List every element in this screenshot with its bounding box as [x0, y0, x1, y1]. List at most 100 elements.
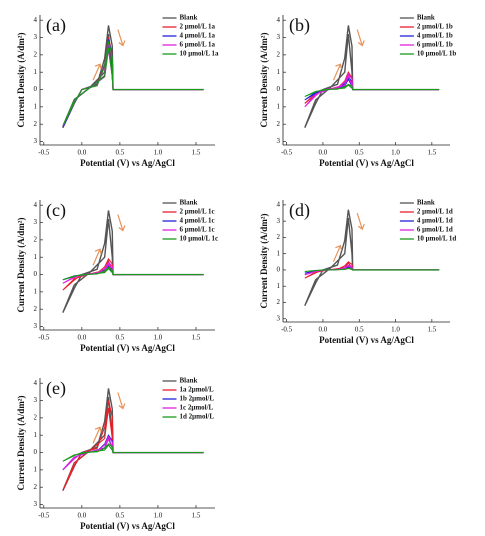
arrow: [332, 244, 343, 262]
y-tick-label: 0: [34, 270, 38, 278]
arrow: [356, 29, 365, 47]
panel-label: (b): [289, 15, 310, 36]
y-axis-label: Current Density (A/dm²): [16, 32, 26, 127]
cv-curve: [304, 267, 440, 273]
legend-label: Blank: [417, 199, 435, 207]
x-axis-label: Potential (V) vs Ag/AgCl: [319, 335, 414, 345]
y-axis-label: Current Density (A/dm²): [16, 217, 26, 312]
cv-curve: [62, 40, 204, 127]
y-tick-label: 2: [34, 483, 38, 491]
y-tick-label: 1: [34, 431, 38, 439]
y-tick-label: 3: [277, 217, 281, 225]
legend-label: 4 μmol/L 1c: [180, 217, 215, 225]
legend-label: 6 μmol/L 1d: [417, 226, 453, 234]
cv-curve: [304, 71, 440, 104]
panel: 3 2 1 0 1 2 3 4 -0.5 0.0 0.5 1.0 1.5 Potential (V) vs…: [16, 377, 215, 531]
panel: 3 2 1 0 1 2 3 4 -0.5 0.0 0.5 1.0 1.5 Potential (V) vs…: [16, 14, 219, 168]
cv-curve: [62, 261, 204, 284]
x-tick-label: -0.5: [38, 512, 50, 520]
legend-label: 6 μmol/L 1a: [180, 41, 216, 49]
arrow: [92, 426, 102, 444]
legend-label: 2 μmol/L 1a: [180, 23, 216, 31]
panel: 3 2 1 0 1 2 3 4 -0.5 0.0 0.5 1.0 1.5 Potential (V) vs…: [16, 199, 218, 353]
y-tick-label: 4: [277, 16, 281, 24]
legend-label: 4 μmol/L 1a: [180, 32, 216, 40]
cv-curve: [304, 83, 440, 97]
y-tick-label: 2: [34, 305, 38, 313]
x-axis-label: Potential (V) vs Ag/AgCl: [80, 343, 175, 353]
y-tick-label: 1: [277, 102, 281, 110]
x-tick-label: 1.0: [154, 334, 163, 342]
x-tick-label: 0.5: [116, 334, 125, 342]
legend-label: 4 μmol/L 1d: [417, 217, 453, 225]
panel-label: (e): [46, 378, 66, 399]
x-tick-label: 0.0: [77, 334, 86, 342]
panel-label: (c): [46, 200, 66, 221]
y-tick-label: 2: [34, 120, 38, 128]
arrow: [356, 212, 365, 231]
legend-label: 10 μmol/L 1c: [180, 235, 219, 243]
y-tick-label: 4: [277, 200, 281, 208]
x-tick-label: 1.5: [427, 326, 436, 334]
panel: 3 2 1 0 1 2 3 4 -0.5 0.0 0.5 1.0 1.5 Potential (V) vs…: [259, 14, 456, 168]
x-tick-label: 1.5: [192, 334, 201, 342]
y-tick-label: 0: [34, 85, 38, 93]
legend-label: Blank: [180, 377, 198, 385]
legend-label: 2 μmol/L 1b: [417, 23, 453, 31]
x-tick-label: 0.5: [355, 326, 364, 334]
y-tick-label: 2: [277, 50, 281, 58]
panel-label: (d): [289, 200, 310, 221]
x-tick-label: 1.0: [154, 512, 163, 520]
x-tick-label: 1.5: [427, 149, 436, 157]
x-tick-label: 1.0: [154, 149, 163, 157]
legend-label: 6 μmol/L 1c: [180, 226, 215, 234]
legend-label: 2 μmol/L 1c: [180, 208, 215, 216]
x-tick-label: 1.5: [192, 512, 201, 520]
x-tick-label: 0.5: [116, 149, 125, 157]
arrow: [117, 214, 126, 232]
legend-label: 1b 2μmol/L: [180, 395, 215, 403]
x-tick-label: -0.5: [281, 149, 293, 157]
legend-label: Blank: [180, 14, 198, 22]
x-tick-label: 0.5: [355, 149, 364, 157]
y-tick-label: 3: [34, 137, 38, 145]
y-tick-label: 2: [34, 50, 38, 58]
y-tick-label: 2: [277, 298, 281, 306]
cv-curve: [62, 266, 204, 281]
y-tick-label: 1: [34, 253, 38, 261]
legend-label: 1c 2μmol/L: [180, 404, 214, 412]
legend-label: 10 μmol/L 1a: [180, 50, 219, 58]
cv-curve: [62, 443, 204, 462]
panel: 3 2 1 0 1 2 3 4 -0.5 0.0 0.5 1.0 1.5 Potential (V) vs…: [259, 199, 456, 345]
x-tick-label: 0.0: [319, 149, 328, 157]
x-tick-label: 0.0: [77, 149, 86, 157]
legend-label: Blank: [180, 199, 198, 207]
y-tick-label: 2: [277, 120, 281, 128]
legend-label: 4 μmol/L 1b: [417, 32, 453, 40]
x-tick-label: 0.0: [77, 512, 86, 520]
y-tick-label: 3: [34, 33, 38, 41]
y-tick-label: 1: [34, 68, 38, 76]
legend-label: 10 μmol/L 1b: [417, 50, 456, 58]
x-tick-label: 1.5: [192, 149, 201, 157]
legend-label: 10 μmol/L 1d: [417, 235, 456, 243]
legend-label: Blank: [417, 14, 435, 22]
y-tick-label: 1: [34, 102, 38, 110]
y-tick-label: 1: [277, 68, 281, 76]
legend-label: 1d 2μmol/L: [180, 413, 215, 421]
arrow: [92, 248, 102, 266]
x-tick-label: -0.5: [38, 334, 50, 342]
y-tick-label: 0: [277, 85, 281, 93]
y-tick-label: 3: [277, 314, 281, 322]
x-tick-label: -0.5: [281, 326, 293, 334]
x-tick-label: 0.5: [116, 512, 125, 520]
y-tick-label: 3: [34, 218, 38, 226]
x-axis-label: Potential (V) vs Ag/AgCl: [80, 521, 175, 531]
arrow: [332, 63, 343, 81]
y-tick-label: 3: [34, 322, 38, 330]
y-tick-label: 0: [277, 266, 281, 274]
legend-label: 2 μmol/L 1d: [417, 208, 453, 216]
legend-label: 6 μmol/L 1b: [417, 41, 453, 49]
y-tick-label: 2: [34, 413, 38, 421]
